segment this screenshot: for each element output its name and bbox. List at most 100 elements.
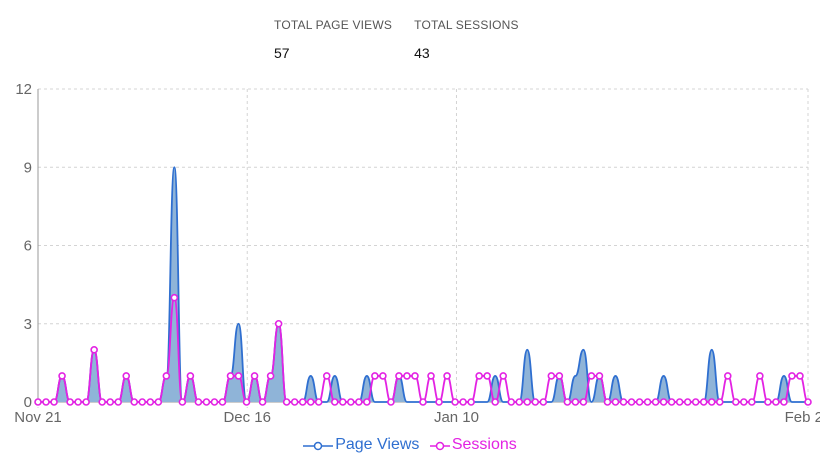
sessions-point <box>683 398 692 406</box>
sessions-point <box>98 398 106 406</box>
sessions-point <box>732 398 740 406</box>
sessions-point <box>459 398 467 406</box>
sessions-point <box>226 372 235 380</box>
sessions-point <box>451 398 459 406</box>
page-views-line <box>38 166 808 403</box>
sessions-point <box>274 319 283 328</box>
sessions-point <box>411 372 419 380</box>
sessions-point <box>314 398 323 406</box>
sessions-point <box>322 372 331 380</box>
y-tick-label: 9 <box>24 159 32 176</box>
stat-sessions-label: TOTAL SESSIONS <box>414 18 519 32</box>
sessions-point <box>756 372 764 380</box>
y-tick-label: 12 <box>15 81 32 98</box>
sessions-point <box>467 398 475 406</box>
sessions-legend-icon <box>429 441 450 451</box>
sessions-point <box>90 346 98 354</box>
sessions-point <box>130 398 139 406</box>
stat-page-views: TOTAL PAGE VIEWS 57 <box>274 18 392 61</box>
page-views-legend-icon <box>303 441 334 451</box>
sessions-point <box>603 398 612 406</box>
sessions-point <box>282 398 291 406</box>
summary-stats: TOTAL PAGE VIEWS 57 TOTAL SESSIONS 43 <box>274 18 519 61</box>
sessions-point <box>483 372 491 380</box>
legend-label-sessions: Sessions <box>451 436 517 453</box>
legend-item-sessions[interactable]: Sessions <box>429 436 517 454</box>
sessions-point <box>186 372 195 380</box>
sessions-point <box>748 398 756 406</box>
sessions-point <box>330 398 339 406</box>
sessions-point <box>579 398 588 406</box>
sessions-point <box>587 372 596 380</box>
sessions-point <box>740 398 748 406</box>
sessions-point <box>523 398 532 406</box>
sessions-point <box>635 398 644 406</box>
sessions-point <box>34 398 42 406</box>
sessions-point <box>571 398 580 406</box>
sessions-point <box>804 398 812 406</box>
legend-item-page-views[interactable]: Page Views <box>303 436 419 454</box>
sessions-point <box>114 398 123 406</box>
sessions-point <box>234 372 243 380</box>
sessions-point <box>643 398 652 406</box>
sessions-point <box>106 398 114 406</box>
sessions-point <box>723 372 732 380</box>
stat-sessions: TOTAL SESSIONS 43 <box>414 18 519 61</box>
sessions-point <box>611 398 620 406</box>
sessions-point <box>796 372 804 380</box>
sessions-point <box>58 372 66 380</box>
sessions-point <box>154 398 163 406</box>
sessions-point <box>170 293 179 302</box>
sessions-point <box>507 398 516 406</box>
sessions-line <box>38 296 809 403</box>
y-tick-label: 0 <box>24 394 32 411</box>
sessions-point <box>290 398 299 406</box>
stat-sessions-value: 43 <box>414 45 430 61</box>
sessions-point <box>146 398 155 406</box>
sessions-point <box>659 398 668 406</box>
sessions-point <box>194 398 203 406</box>
sessions-point <box>531 398 540 406</box>
page-views-area <box>38 167 808 402</box>
sessions-point <box>515 398 524 406</box>
sessions-point <box>298 398 307 406</box>
sessions-point <box>788 372 796 380</box>
sessions-point <box>74 398 82 406</box>
sessions-point <box>395 372 403 380</box>
sessions-point <box>427 372 435 380</box>
sessions-point <box>50 398 58 406</box>
sessions-point <box>627 398 636 406</box>
legend-label-page-views: Page Views <box>335 436 420 453</box>
sessions-point <box>764 398 772 406</box>
legend[interactable]: Page Views Sessions <box>0 436 820 457</box>
sessions-point <box>338 398 347 406</box>
sessions-point <box>82 398 90 406</box>
sessions-point <box>595 372 604 380</box>
sessions-point <box>347 398 355 406</box>
sessions-point <box>475 372 483 380</box>
x-tick-label: Nov 21 <box>14 409 62 426</box>
sessions-point <box>250 372 259 380</box>
sessions-point <box>355 398 363 406</box>
sessions-point <box>42 398 50 406</box>
sessions-point <box>539 398 548 406</box>
x-tick-label: Feb 21 <box>785 409 820 426</box>
sessions-point <box>178 398 187 406</box>
sessions-point <box>499 372 508 380</box>
sessions-point <box>66 398 74 406</box>
x-tick-label: Jan 10 <box>434 409 479 426</box>
sessions-point <box>363 398 371 406</box>
sessions-point <box>675 398 684 406</box>
sessions-point <box>435 398 443 406</box>
sessions-point <box>563 398 572 406</box>
sessions-point <box>619 398 628 406</box>
sessions-point <box>218 398 227 406</box>
sessions-point <box>699 398 708 406</box>
sessions-point <box>715 398 724 406</box>
sessions-point <box>419 398 427 406</box>
sessions-point <box>491 398 499 406</box>
sessions-point <box>202 398 211 406</box>
sessions-point <box>379 372 387 380</box>
sessions-point <box>547 372 556 380</box>
sessions-point <box>443 372 451 380</box>
